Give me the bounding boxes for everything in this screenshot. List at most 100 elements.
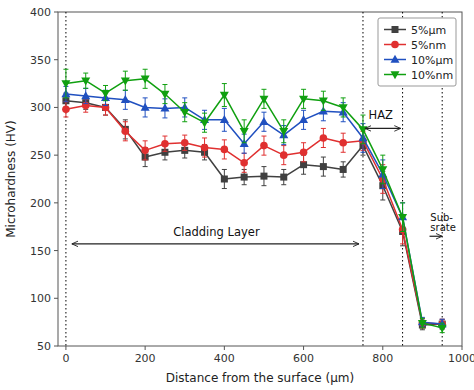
x-tick xyxy=(65,346,66,350)
x-tick-label: 800 xyxy=(372,352,393,365)
series-line xyxy=(66,94,442,324)
legend: 5%μm 5%nm 10%μm 10%nm xyxy=(378,18,456,86)
data-point xyxy=(260,173,267,180)
data-point xyxy=(141,76,150,84)
reference-line xyxy=(362,12,363,346)
y-tick xyxy=(54,250,58,251)
data-point xyxy=(398,214,407,222)
data-point xyxy=(340,166,347,173)
error-bar xyxy=(341,162,346,177)
y-tick-label: 350 xyxy=(30,54,51,67)
data-point xyxy=(200,119,209,127)
data-point xyxy=(319,98,328,106)
error-bar xyxy=(281,169,286,184)
y-tick-label: 200 xyxy=(30,197,51,210)
x-tick xyxy=(303,346,304,350)
legend-box xyxy=(378,18,456,86)
data-point xyxy=(122,127,130,135)
x-tick xyxy=(224,346,225,350)
legend-label: 5%nm xyxy=(411,39,446,52)
y-tick-label: 250 xyxy=(30,149,51,162)
data-point xyxy=(121,78,130,86)
legend-marker xyxy=(392,26,399,33)
data-point xyxy=(378,166,387,174)
data-point xyxy=(141,147,149,155)
data-point xyxy=(280,174,287,181)
x-tick xyxy=(462,346,463,350)
data-point xyxy=(419,319,427,327)
series xyxy=(61,86,446,328)
data-point xyxy=(339,104,348,112)
x-tick xyxy=(382,346,383,350)
y-tick xyxy=(54,298,58,299)
data-point xyxy=(221,176,228,183)
y-tick xyxy=(54,202,58,203)
data-point xyxy=(320,163,327,170)
series-line xyxy=(66,79,442,328)
x-tick-label: 400 xyxy=(214,352,235,365)
data-point xyxy=(220,115,229,123)
data-point xyxy=(240,128,249,136)
data-point xyxy=(121,95,130,103)
y-tick xyxy=(54,59,58,60)
x-tick xyxy=(145,346,146,350)
data-point xyxy=(62,106,70,114)
x-tick-label: 200 xyxy=(135,352,156,365)
data-point xyxy=(81,91,90,99)
data-point xyxy=(180,109,189,117)
annotation-arrow xyxy=(430,236,443,237)
series-line xyxy=(66,106,442,325)
data-point xyxy=(221,146,229,154)
annotation-line: srate xyxy=(430,222,456,233)
x-tick-label: 600 xyxy=(293,352,314,365)
annotation-line: Cladding Layer xyxy=(173,225,260,239)
legend-marker xyxy=(391,41,399,49)
data-point xyxy=(101,90,110,98)
data-point xyxy=(240,159,248,167)
y-tick xyxy=(54,12,58,13)
annotations: Cladding Layer HAZ Sub-srate xyxy=(72,108,456,244)
legend-label: 5%μm xyxy=(411,24,446,37)
data-point xyxy=(320,134,328,142)
data-point xyxy=(299,96,308,104)
series-line xyxy=(66,101,442,325)
data-point xyxy=(220,92,229,100)
legend-marker xyxy=(391,71,400,79)
data-point xyxy=(181,139,189,147)
annotation-line: HAZ xyxy=(369,108,394,122)
data-point xyxy=(81,78,90,86)
reference-line xyxy=(65,12,66,346)
data-point xyxy=(259,96,268,104)
data-point xyxy=(160,104,169,112)
annotation-arrow xyxy=(365,128,401,129)
annotation-text: Sub-srate xyxy=(430,212,456,234)
data-point xyxy=(418,320,427,328)
data-point xyxy=(259,117,268,125)
data-point xyxy=(201,144,209,152)
data-point xyxy=(358,126,367,134)
data-point xyxy=(161,140,169,148)
data-point xyxy=(241,174,248,181)
y-tick xyxy=(54,155,58,156)
x-tick-label: 0 xyxy=(62,352,69,365)
y-tick xyxy=(54,346,58,347)
annotation-text: HAZ xyxy=(369,108,394,122)
data-point xyxy=(299,115,308,123)
x-tick-label: 1000 xyxy=(448,352,474,365)
data-point xyxy=(141,103,150,111)
series xyxy=(61,69,446,332)
data-point xyxy=(61,80,70,88)
data-point xyxy=(438,325,447,333)
annotation-text: Cladding Layer xyxy=(173,225,260,239)
legend-marker xyxy=(391,55,400,63)
series xyxy=(62,93,445,330)
error-bar xyxy=(321,157,326,176)
legend-label: 10%μm xyxy=(411,54,453,67)
y-tick-label: 50 xyxy=(37,340,51,353)
y-tick-label: 100 xyxy=(30,292,51,305)
error-bar xyxy=(222,169,227,188)
data-point xyxy=(339,139,347,147)
y-tick-label: 300 xyxy=(30,101,51,114)
legend-label: 10%nm xyxy=(411,69,453,82)
annotation-line: Sub- xyxy=(430,212,453,223)
